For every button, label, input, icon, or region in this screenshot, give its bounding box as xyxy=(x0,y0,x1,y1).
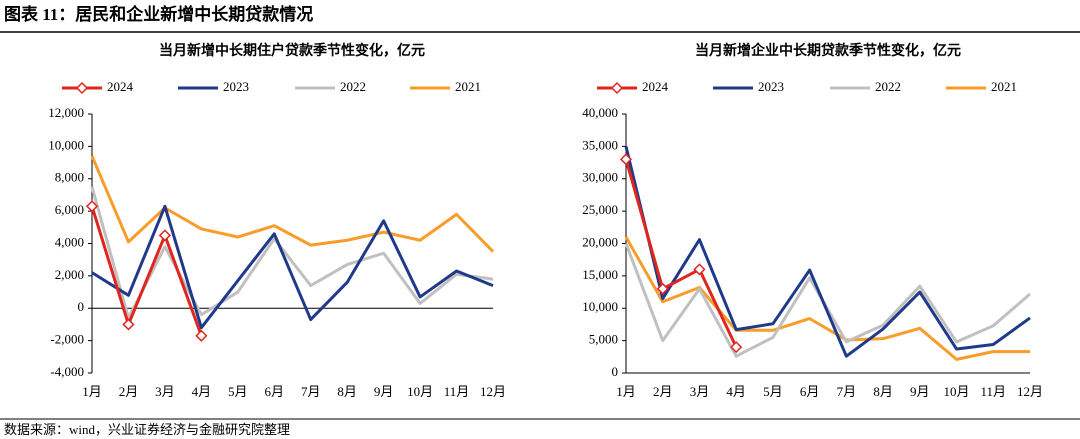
point-marker xyxy=(619,153,633,166)
x-tick-label: 2月 xyxy=(653,384,673,399)
y-tick-label: 10,000 xyxy=(48,137,84,152)
y-tick-label: 30,000 xyxy=(582,170,618,185)
point-marker xyxy=(656,282,669,295)
x-tick-label: 11月 xyxy=(444,384,470,399)
y-tick-label: 35,000 xyxy=(582,137,618,152)
x-tick-label: 7月 xyxy=(301,384,321,399)
legend-marker xyxy=(610,81,624,95)
series-line xyxy=(90,155,495,253)
x-tick-label: 12月 xyxy=(1017,384,1043,399)
x-tick-label: 2月 xyxy=(119,384,139,399)
legend-label: 2021 xyxy=(455,79,481,94)
series-line xyxy=(90,186,494,320)
y-tick-label: 0 xyxy=(78,299,85,314)
x-tick-label: 1月 xyxy=(82,384,102,399)
x-tick-label: 3月 xyxy=(155,384,175,399)
legend-label: 2024 xyxy=(107,79,134,94)
x-tick-label: 7月 xyxy=(837,384,857,399)
y-tick-label: 15,000 xyxy=(582,267,618,282)
legend-label: 2023 xyxy=(223,79,249,94)
series-line xyxy=(624,236,1030,361)
x-tick-label: 4月 xyxy=(726,384,746,399)
point-marker xyxy=(693,263,706,276)
x-tick-label: 10月 xyxy=(407,384,433,399)
y-tick-label: 2,000 xyxy=(55,267,84,282)
point-marker xyxy=(195,329,208,342)
chart-title: 当月新增企业中长期贷款季节性变化，亿元 xyxy=(695,42,961,59)
x-tick-label: 9月 xyxy=(910,384,930,399)
legend-label: 2023 xyxy=(758,79,784,94)
x-tick-label: 9月 xyxy=(374,384,394,399)
point-marker xyxy=(85,200,99,213)
legend-marker xyxy=(75,81,89,95)
x-tick-label: 5月 xyxy=(228,384,248,399)
x-tick-label: 3月 xyxy=(690,384,710,399)
source-note: 数据来源：wind，兴业证券经济与金融研究院整理 xyxy=(4,422,290,437)
x-tick-label: 6月 xyxy=(265,384,285,399)
chart-title: 当月新增中长期住户贷款季节性变化，亿元 xyxy=(159,42,425,59)
y-tick-label: 0 xyxy=(612,364,619,379)
y-tick-label: 20,000 xyxy=(582,234,618,249)
series-line xyxy=(624,146,1031,358)
x-tick-label: 8月 xyxy=(873,384,893,399)
x-tick-label: 5月 xyxy=(763,384,783,399)
x-tick-label: 12月 xyxy=(480,384,506,399)
y-tick-label: 6,000 xyxy=(55,202,84,217)
legend-label: 2021 xyxy=(991,79,1017,94)
series-line xyxy=(90,205,203,337)
point-marker xyxy=(122,318,135,331)
y-tick-label: 12,000 xyxy=(48,105,84,120)
legend-label: 2022 xyxy=(875,79,901,94)
x-tick-label: 8月 xyxy=(337,384,357,399)
y-tick-label: 40,000 xyxy=(582,105,618,120)
y-tick-label: -2,000 xyxy=(50,332,84,347)
x-tick-label: 6月 xyxy=(800,384,820,399)
x-tick-label: 10月 xyxy=(944,384,970,399)
y-tick-label: 25,000 xyxy=(582,202,618,217)
point-marker xyxy=(730,341,743,354)
x-tick-label: 1月 xyxy=(616,384,636,399)
x-tick-label: 4月 xyxy=(192,384,212,399)
legend-label: 2024 xyxy=(642,79,669,94)
figure-title: 图表 11：居民和企业新增中长期贷款情况 xyxy=(4,4,313,24)
series-line xyxy=(91,204,494,330)
y-tick-label: -4,000 xyxy=(50,364,84,379)
point-marker xyxy=(158,229,171,242)
legend-label: 2022 xyxy=(340,79,366,94)
series-line xyxy=(624,158,738,348)
y-tick-label: 4,000 xyxy=(55,234,84,249)
y-tick-label: 8,000 xyxy=(55,170,84,185)
x-tick-label: 11月 xyxy=(981,384,1007,399)
y-tick-label: 10,000 xyxy=(582,299,618,314)
y-tick-label: 5,000 xyxy=(589,332,618,347)
